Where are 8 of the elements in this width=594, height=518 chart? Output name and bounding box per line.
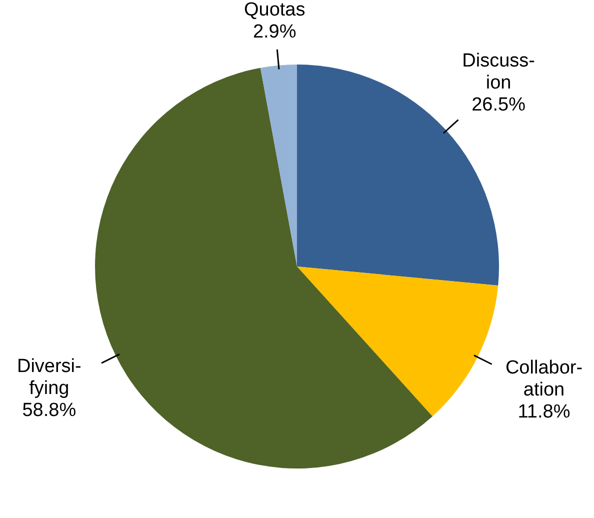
slice-label: Diversi- fying: [16, 356, 82, 400]
slice-label: Collabor- ation: [505, 358, 583, 401]
data-label: 26.5%: [472, 94, 526, 116]
data-label: 11.8%: [518, 402, 570, 423]
slice-label: Quotas: [244, 0, 306, 20]
data-label: 2.9%: [252, 21, 296, 42]
data-label: 58.8%: [22, 400, 76, 422]
slice-label: Discuss- ion: [462, 50, 535, 94]
